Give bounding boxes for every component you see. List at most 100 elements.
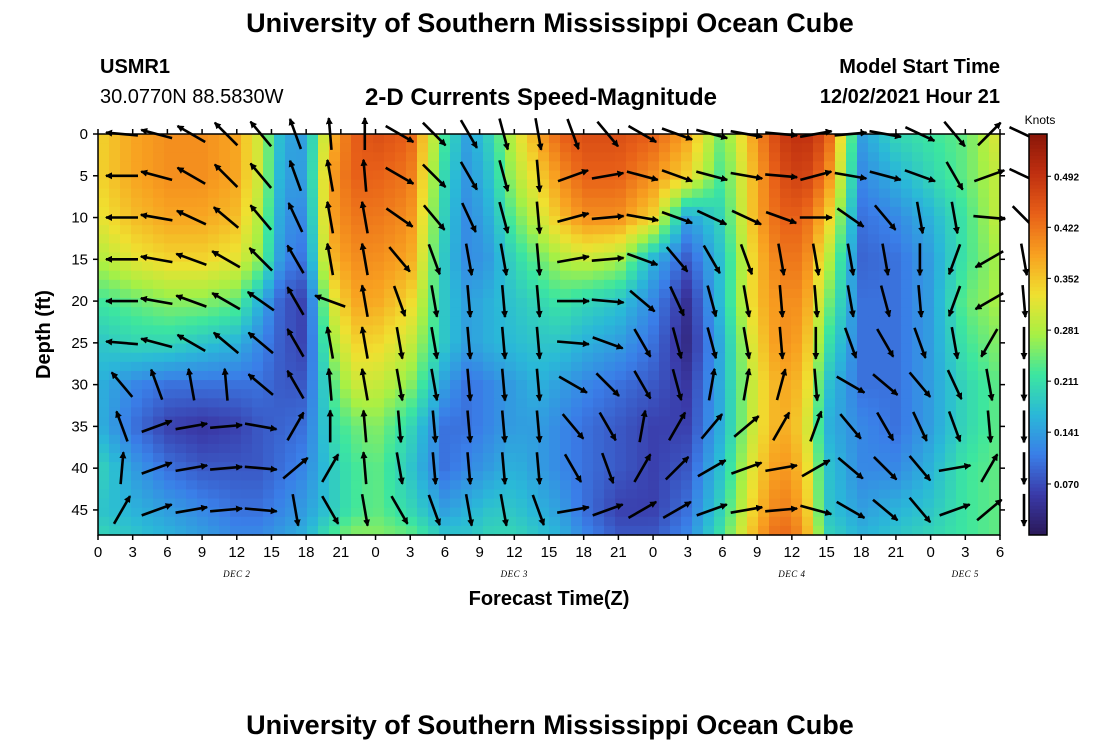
heatmap-cell bbox=[670, 143, 682, 153]
heatmap-cell bbox=[120, 443, 132, 454]
heatmap-cell bbox=[791, 380, 803, 390]
heatmap-cell bbox=[219, 334, 231, 345]
heatmap-cell bbox=[604, 407, 616, 418]
heatmap-cell bbox=[98, 261, 110, 272]
heatmap-cell bbox=[857, 134, 869, 144]
heatmap-cell bbox=[989, 443, 1001, 454]
heatmap-cell bbox=[527, 361, 539, 372]
heatmap-cell bbox=[373, 307, 385, 317]
heatmap-cell bbox=[923, 434, 935, 445]
heatmap-cell bbox=[725, 179, 737, 190]
heatmap-cell bbox=[956, 343, 968, 354]
heatmap-cell bbox=[120, 525, 132, 536]
heatmap-cell bbox=[329, 325, 341, 336]
heatmap-cell bbox=[516, 179, 528, 190]
heatmap-cell bbox=[923, 498, 935, 509]
current-vector bbox=[872, 455, 898, 481]
heatmap-cell bbox=[758, 434, 770, 445]
colorbar-segment bbox=[1029, 166, 1047, 171]
heatmap-cell bbox=[285, 389, 297, 399]
colorbar-segment bbox=[1029, 199, 1047, 204]
heatmap-cell bbox=[153, 234, 165, 244]
heatmap-cell bbox=[142, 416, 154, 427]
heatmap-cell bbox=[98, 489, 110, 500]
heatmap-cell bbox=[142, 152, 154, 162]
heatmap-cell bbox=[263, 252, 275, 263]
heatmap-cell bbox=[208, 407, 220, 418]
heatmap-cell bbox=[296, 270, 308, 281]
current-vector bbox=[742, 326, 752, 360]
heatmap-cell bbox=[868, 188, 880, 199]
heatmap-cell bbox=[747, 179, 759, 190]
heatmap-cell bbox=[285, 452, 297, 463]
heatmap-cell bbox=[648, 507, 660, 518]
heatmap-cell bbox=[725, 206, 737, 217]
heatmap-cell bbox=[527, 134, 539, 144]
heatmap-cell bbox=[131, 452, 143, 463]
heatmap-cell bbox=[747, 298, 759, 308]
heatmap-cell bbox=[175, 225, 187, 235]
heatmap-cell bbox=[208, 416, 220, 427]
heatmap-cell bbox=[318, 489, 330, 500]
heatmap-cell bbox=[945, 398, 957, 409]
heatmap-cell bbox=[846, 179, 858, 190]
heatmap-cell bbox=[274, 179, 286, 190]
heatmap-cell bbox=[318, 216, 330, 226]
x-tick-label: 15 bbox=[263, 544, 280, 561]
heatmap-cell bbox=[120, 234, 132, 244]
heatmap-cell bbox=[604, 370, 616, 381]
heatmap-cell bbox=[549, 471, 561, 481]
heatmap-cell bbox=[384, 516, 396, 527]
heatmap-cell bbox=[120, 325, 132, 336]
heatmap-cell bbox=[637, 243, 649, 254]
heatmap-cell bbox=[956, 452, 968, 463]
heatmap-cell bbox=[373, 370, 385, 381]
heatmap-cell bbox=[890, 206, 902, 217]
current-vector bbox=[947, 243, 962, 276]
heatmap-cell bbox=[868, 225, 880, 235]
heatmap-cell bbox=[549, 179, 561, 190]
heatmap-cell bbox=[384, 234, 396, 244]
current-vector bbox=[139, 295, 173, 306]
heatmap-cell bbox=[956, 288, 968, 299]
heatmap-cell bbox=[835, 179, 847, 190]
heatmap-cell bbox=[681, 525, 693, 536]
heatmap-cell bbox=[494, 170, 506, 181]
heatmap-cell bbox=[582, 261, 594, 272]
heatmap-cell bbox=[285, 170, 297, 181]
heatmap-cell bbox=[549, 170, 561, 181]
heatmap-cell bbox=[131, 206, 143, 217]
heatmap-cell bbox=[989, 161, 1001, 172]
heatmap-cell bbox=[340, 325, 352, 336]
heatmap-cell bbox=[736, 361, 748, 372]
heatmap-cell bbox=[747, 525, 759, 536]
heatmap-cell bbox=[593, 343, 605, 354]
heatmap-cell bbox=[747, 361, 759, 372]
heatmap-cell bbox=[285, 361, 297, 372]
heatmap-cell bbox=[582, 407, 594, 418]
heatmap-cell bbox=[747, 161, 759, 172]
heatmap-cell bbox=[428, 261, 440, 272]
heatmap-cell bbox=[813, 243, 825, 254]
heatmap-cell bbox=[450, 325, 462, 336]
current-vector bbox=[974, 250, 1004, 269]
heatmap-cell bbox=[351, 498, 363, 509]
heatmap-cell bbox=[560, 334, 572, 345]
heatmap-cell bbox=[527, 170, 539, 181]
heatmap-cell bbox=[813, 197, 825, 208]
heatmap-cell bbox=[186, 525, 198, 536]
heatmap-cell bbox=[263, 161, 275, 172]
heatmap-cell bbox=[527, 188, 539, 199]
heatmap-cell bbox=[604, 443, 616, 454]
heatmap-cell bbox=[791, 480, 803, 491]
heatmap-cell bbox=[527, 206, 539, 217]
heatmap-cell bbox=[450, 443, 462, 454]
heatmap-cell bbox=[824, 325, 836, 336]
heatmap-cell bbox=[318, 161, 330, 172]
current-vector bbox=[140, 169, 173, 182]
colorbar-segment bbox=[1029, 418, 1047, 423]
heatmap-cell bbox=[384, 407, 396, 418]
colorbar-segment bbox=[1029, 254, 1047, 259]
heatmap-cell bbox=[362, 334, 374, 345]
heatmap-cell bbox=[549, 380, 561, 390]
